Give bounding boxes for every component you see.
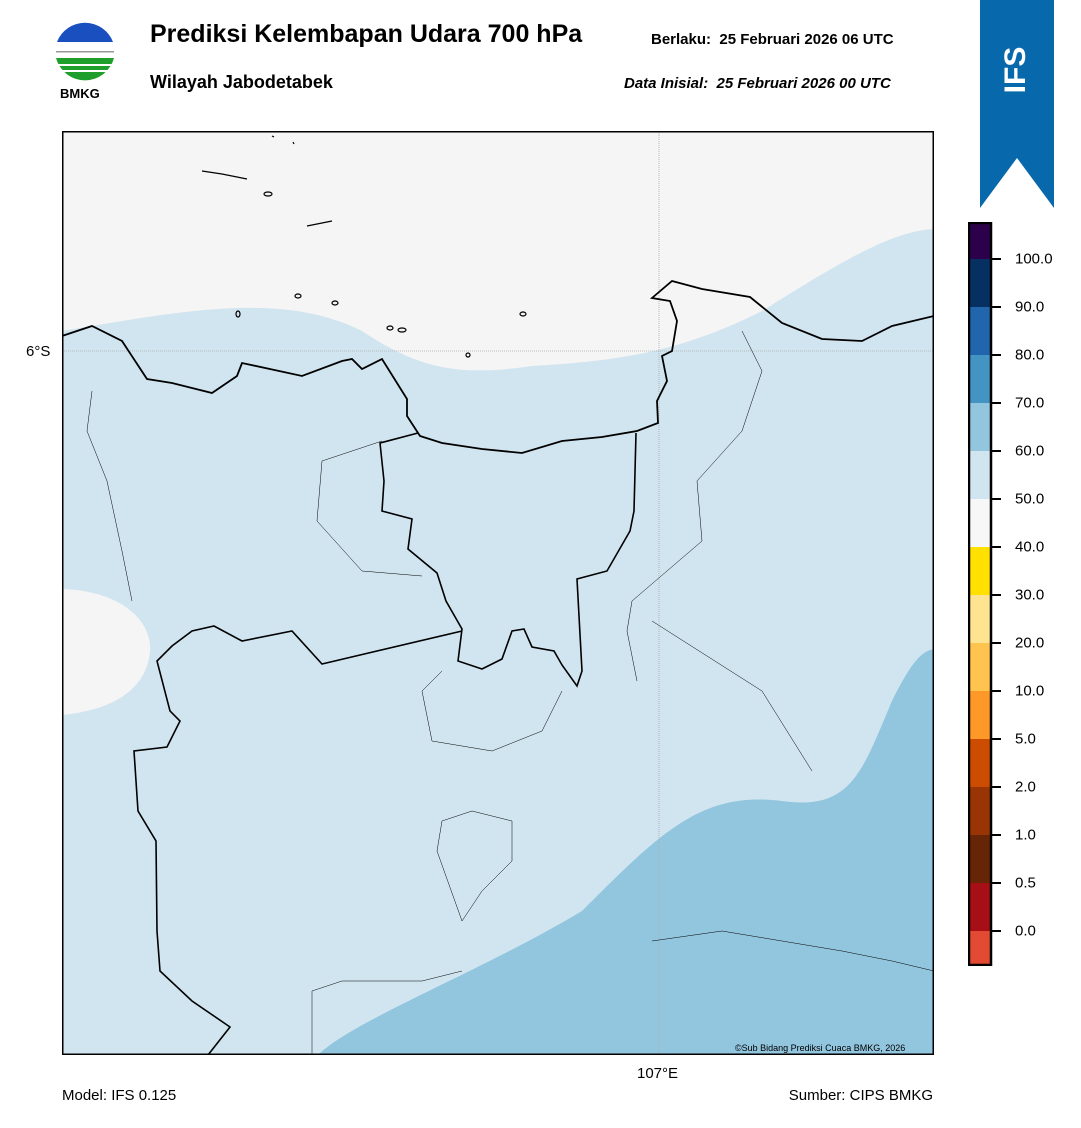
colorbar-tick-label: 10.0 — [1015, 682, 1045, 700]
colorbar-tick — [992, 930, 1001, 932]
colorbar-tick-label: 40.0 — [1015, 538, 1045, 556]
colorbar-segment — [970, 835, 990, 883]
district-boundaries — [86, 330, 934, 1055]
province-boundary — [379, 432, 637, 688]
colorbar-tick — [992, 786, 1001, 788]
colorbar-tick-label: 80.0 — [1015, 346, 1045, 364]
coastline — [62, 280, 934, 454]
initial-time: Data Inisial: 25 Februari 2026 00 UTC — [624, 75, 891, 92]
colorbar-tick-label: 20.0 — [1015, 634, 1045, 652]
model-info: Model: IFS 0.125 — [62, 1087, 177, 1104]
valid-time: Berlaku: 25 Februari 2026 06 UTC — [651, 31, 894, 48]
colorbar-tick — [992, 642, 1001, 644]
colorbar-segment — [970, 883, 990, 931]
low-humidity-zone-west — [62, 589, 151, 715]
colorbar-tick-label: 100.0 — [1015, 250, 1053, 268]
low-humidity-zone-north — [62, 131, 934, 371]
colorbar-tick — [992, 594, 1001, 596]
model-badge: IFS — [999, 47, 1032, 94]
colorbar-tick-label: 90.0 — [1015, 298, 1045, 316]
colorbar-tick — [992, 690, 1001, 692]
colorbar-segment — [970, 451, 990, 499]
colorbar-segment — [970, 547, 990, 595]
colorbar-segment — [970, 499, 990, 547]
colorbar-tick — [992, 834, 1001, 836]
colorbar-tick-label: 50.0 — [1015, 490, 1045, 508]
colorbar-tick — [992, 258, 1001, 260]
colorbar-tick — [992, 498, 1001, 500]
page-title: Prediksi Kelembapan Udara 700 hPa — [150, 20, 583, 48]
region-subtitle: Wilayah Jabodetabek — [150, 72, 333, 92]
ifs-ribbon: IFS — [980, 0, 1054, 208]
longitude-label: 107°E — [637, 1065, 679, 1082]
colorbar-tick-label: 0.5 — [1015, 874, 1036, 892]
colorbar-tick-label: 1.0 — [1015, 826, 1036, 844]
map-frame — [62, 131, 934, 1055]
colorbar-tick — [992, 306, 1001, 308]
colorbar-tick-label: 2.0 — [1015, 778, 1036, 796]
high-humidity-zone-southeast — [318, 649, 934, 1055]
colorbar-segment — [970, 691, 990, 739]
colorbar-tick — [992, 450, 1001, 452]
colorbar-segment — [970, 259, 990, 307]
logo-text: BMKG — [60, 86, 100, 101]
colorbar-tick — [992, 402, 1001, 404]
latitude-label: 6°S — [26, 343, 51, 360]
thousand-islands — [201, 135, 527, 358]
colorbar-segment — [970, 787, 990, 835]
colorbar-tick — [992, 354, 1001, 356]
colorbar-tick-label: 0.0 — [1015, 922, 1036, 940]
colorbar-tick — [992, 882, 1001, 884]
credit-text: ©Sub Bidang Prediksi Cuaca BMKG, 2026 — [735, 1043, 906, 1053]
colorbar-tick-label: 60.0 — [1015, 442, 1045, 460]
colorbar-segment — [970, 403, 990, 451]
bmkg-logo — [55, 22, 115, 83]
province-boundary-west — [133, 625, 463, 1055]
colorbar-segment — [970, 739, 990, 787]
source-info: Sumber: CIPS BMKG — [788, 1087, 933, 1104]
colorbar-tick — [992, 738, 1001, 740]
colorbar-segment — [970, 931, 990, 964]
colorbar-segment — [970, 643, 990, 691]
colorbar-segment — [970, 307, 990, 355]
colorbar-segment — [970, 595, 990, 643]
colorbar-tick-label: 30.0 — [1015, 586, 1045, 604]
colorbar-segment — [970, 224, 990, 259]
map-area — [62, 131, 934, 1055]
colorbar — [968, 222, 993, 966]
colorbar-tick — [992, 546, 1001, 548]
colorbar-segment — [970, 355, 990, 403]
colorbar-tick-label: 5.0 — [1015, 730, 1036, 748]
colorbar-tick-label: 70.0 — [1015, 394, 1045, 412]
